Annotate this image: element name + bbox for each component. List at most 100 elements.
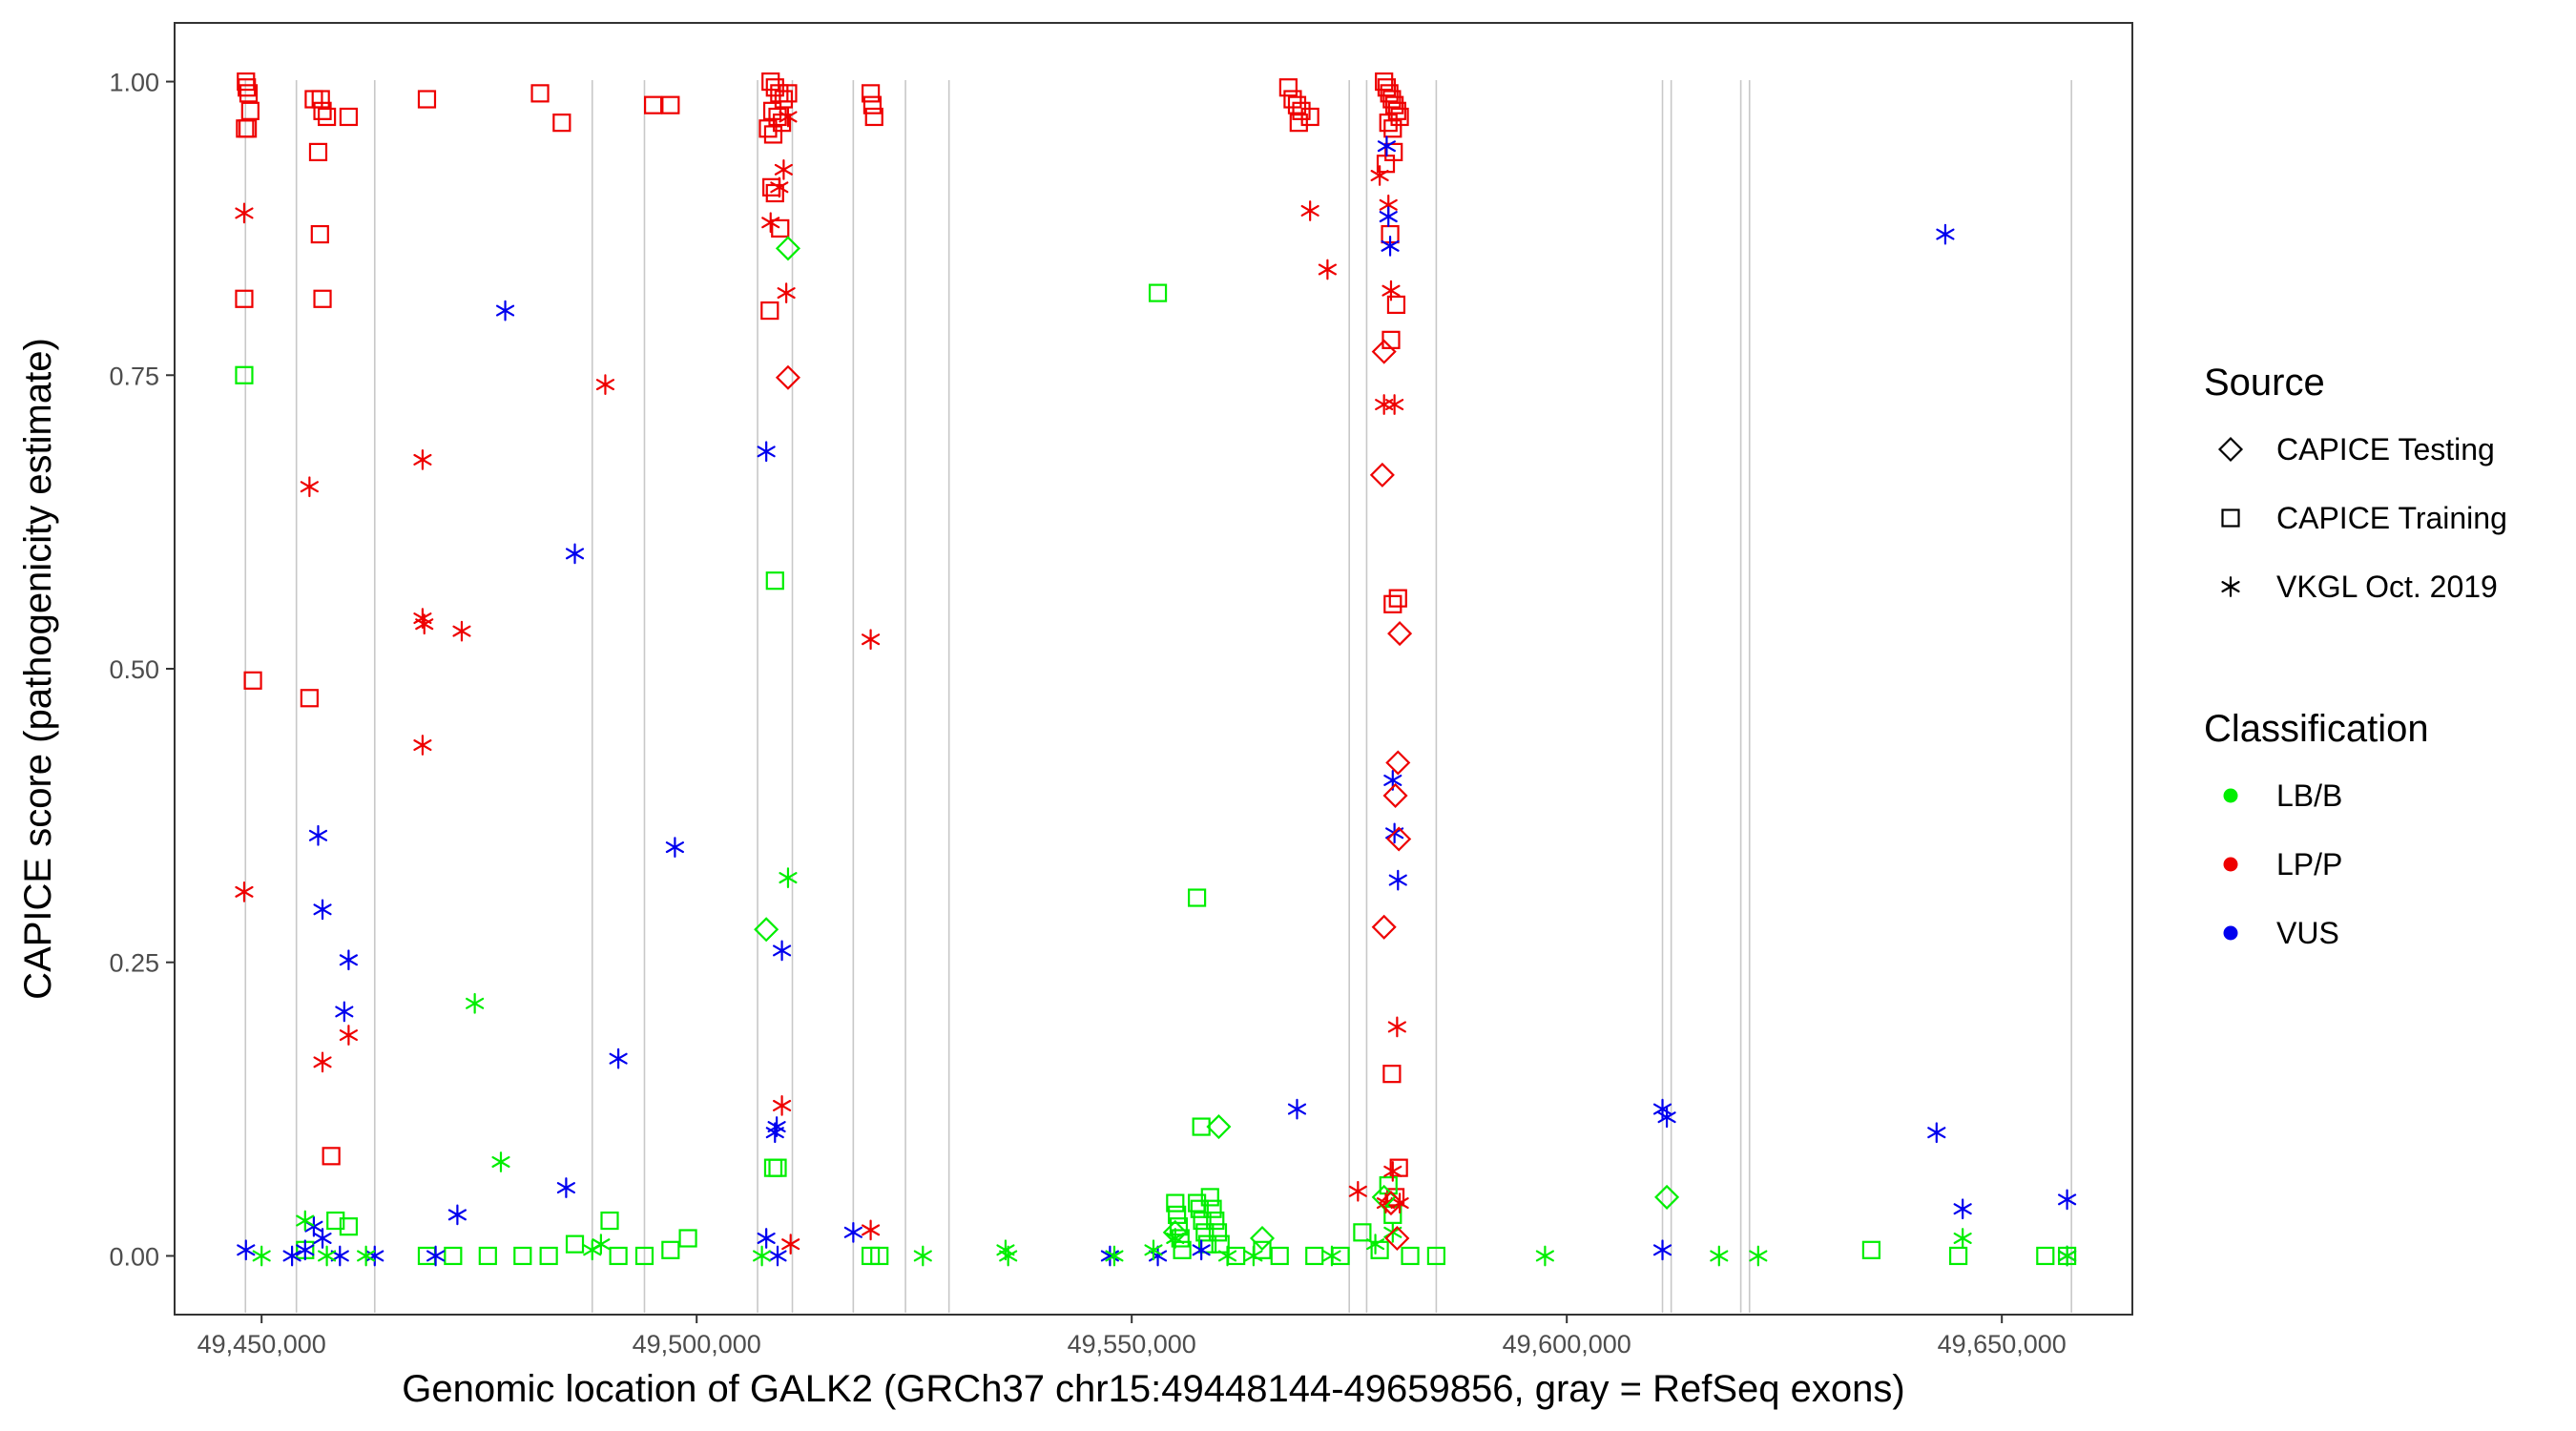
data-point [1370,165,1389,186]
data-point [595,374,615,395]
data-point [1105,1245,1124,1267]
data-point [1206,1211,1225,1231]
x-tick-label: 49,550,000 [1068,1330,1196,1358]
data-point [1383,594,1402,613]
data-point [765,571,784,591]
data-point [1278,78,1298,97]
data-point [339,949,358,971]
data-point [754,917,779,943]
data-point [1378,1191,1404,1216]
data-point [237,1239,256,1261]
data-point [252,1245,271,1267]
data-point [1193,1211,1212,1231]
data-point [1208,1223,1228,1242]
data-point [1382,1065,1402,1084]
data-point [513,1246,532,1266]
x-axis: 49,450,000 49,500,000 49,550,000 49,600,000… [197,1315,2067,1358]
x-axis-title: Genomic location of GALK2 (GRCh37 chr15:… [402,1368,1904,1410]
data-point [1386,826,1412,852]
data-point [1401,1246,1420,1266]
data-point [1936,223,1955,245]
data-point [1377,135,1396,157]
data-point [600,1211,619,1231]
data-point [1654,1184,1680,1210]
data-point [1318,259,1337,280]
data-point [313,289,332,308]
data-point [763,1158,783,1177]
legend-label-class: VUS [2276,916,2339,950]
data-point [235,289,254,308]
data-point [609,1047,628,1069]
data-point [413,735,432,756]
data-point [775,364,800,390]
data-point [609,1246,628,1266]
data-point [1287,1098,1307,1120]
data-point [761,212,780,234]
data-point [1377,78,1397,97]
x-tick-label: 49,600,000 [1503,1330,1631,1358]
data-point [1162,1219,1188,1245]
data-point [238,78,257,97]
data-point [452,620,471,642]
data-point [678,1229,697,1248]
data-point [1371,339,1397,364]
data-point [235,202,254,224]
x-tick-label: 49,650,000 [1938,1330,2067,1358]
legend-label-vkgl: VKGL Oct. 2019 [2276,570,2498,604]
data-point [1379,114,1398,133]
data-point [2058,1245,2077,1267]
data-point [296,1210,315,1232]
data-point [643,95,663,114]
data-point [357,1245,376,1267]
data-point [1300,107,1319,127]
data-point [1652,1239,1672,1261]
data-point [556,1177,575,1198]
data-point [665,837,684,858]
data-point [775,236,800,261]
legend-key-testing [2217,436,2244,463]
data-point [2058,1189,2077,1211]
legend-class-title: Classification [2204,708,2429,750]
data-point [478,1246,497,1266]
data-point [426,1245,446,1267]
data-point [758,119,778,138]
data-point [1382,782,1408,808]
data-point [322,1147,341,1166]
data-point [753,1245,772,1267]
data-point [779,106,798,128]
y-tick-label: 0.00 [109,1242,159,1271]
legend-label-class: LP/P [2276,847,2342,881]
data-point [1379,206,1398,227]
data-point [1384,1225,1410,1252]
data-point [1657,1107,1676,1129]
data-point [565,1234,585,1254]
data-point [339,107,358,127]
data-point [1305,1246,1324,1266]
data-point [313,899,332,921]
data-point [300,689,319,708]
data-point [864,107,883,127]
data-point [1384,142,1403,161]
data-point [1192,1117,1211,1136]
data-point [1861,1240,1881,1259]
y-tick-label: 0.75 [109,362,159,390]
y-tick-label: 0.25 [109,949,159,978]
data-point [661,1240,680,1259]
data-point [282,1245,301,1267]
data-point [310,224,329,244]
data-point [239,119,258,138]
data-point [235,881,254,902]
data-point [539,1246,558,1266]
legend-key-training [2221,508,2240,528]
legend: Source CAPICE Testing CAPICE Training VKGL … [2204,362,2507,950]
y-tick-label: 1.00 [109,69,159,97]
data-point [861,84,881,103]
data-point [1289,114,1308,133]
data-point [1388,589,1407,608]
data-point [913,1245,932,1267]
data-point [1426,1246,1446,1266]
data-point [773,1095,792,1116]
data-point [757,441,776,463]
data-point [661,95,680,114]
legend-label-testing: CAPICE Testing [2276,432,2495,467]
